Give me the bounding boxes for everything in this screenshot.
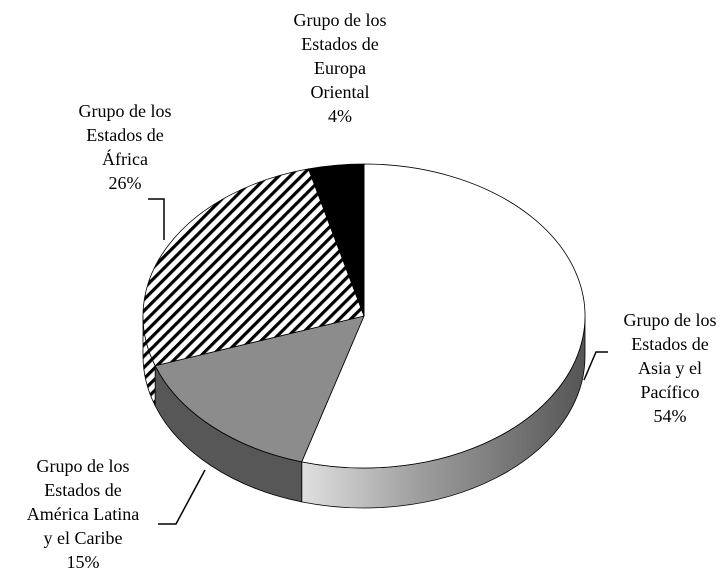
category-label: Grupo de los Estados de América Latina y… [26, 456, 140, 548]
slice-label: Grupo de los Estados de África 26% [70, 99, 180, 195]
leader-lines [148, 198, 608, 525]
category-label: Grupo de los Estados de Europa Oriental [293, 10, 387, 102]
value-label: 54% [653, 406, 687, 426]
slice-label: Grupo de los Estados de Europa Oriental 4… [285, 8, 395, 128]
slice [307, 163, 365, 317]
leader-line [148, 198, 165, 240]
slice [154, 315, 365, 463]
slice [142, 168, 365, 367]
slice-label: Grupo de los Estados de América Latina y… [22, 454, 144, 574]
slice-label: Grupo de los Estados de Asia y el Pacífi… [615, 308, 725, 428]
pie [142, 163, 586, 509]
value-label: 26% [108, 173, 142, 193]
slice [301, 163, 586, 469]
leader-line [583, 351, 608, 381]
category-label: Grupo de los Estados de Asia y el Pacífi… [623, 310, 717, 402]
value-label: 15% [66, 552, 100, 572]
category-label: Grupo de los Estados de África [78, 101, 172, 169]
value-label: 4% [328, 106, 352, 126]
leader-line [158, 469, 206, 525]
